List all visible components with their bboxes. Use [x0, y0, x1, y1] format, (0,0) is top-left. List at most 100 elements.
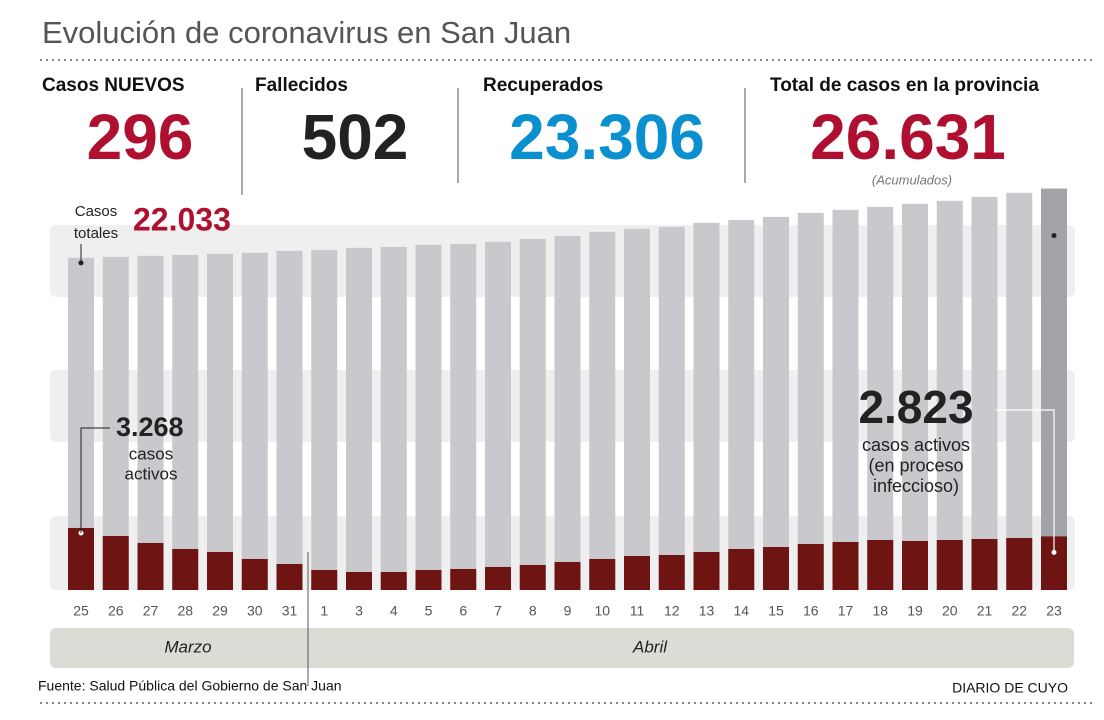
x-tick-label: 15	[768, 603, 784, 619]
bar	[450, 568, 477, 590]
x-tick-label: 10	[594, 603, 610, 619]
bar	[311, 249, 338, 591]
x-tick-label: 23	[1046, 603, 1062, 619]
bar	[137, 255, 164, 590]
bar	[1006, 192, 1033, 590]
leader-line	[80, 427, 110, 533]
bar	[693, 551, 720, 590]
month-label: Abril	[632, 637, 668, 656]
x-tick-label: 1	[320, 603, 328, 619]
bar	[971, 196, 998, 590]
x-tick-label: 9	[564, 603, 572, 619]
stat-value: 26.631	[810, 101, 1006, 173]
brand: DIARIO DE CUYO	[952, 680, 1068, 696]
bar	[311, 569, 338, 590]
bar	[867, 539, 894, 590]
bar	[450, 243, 477, 591]
annotation: infeccioso)	[873, 476, 959, 496]
bar	[693, 222, 720, 590]
bar	[971, 538, 998, 590]
bar	[241, 558, 268, 590]
x-tick-label: 13	[699, 603, 715, 619]
annotation: casos	[129, 444, 173, 463]
bar	[102, 535, 129, 590]
bar	[346, 571, 372, 590]
stat-value: 502	[302, 101, 409, 173]
x-tick-label: 19	[907, 603, 923, 619]
x-tick-label: 26	[108, 603, 124, 619]
x-tick-label: 30	[247, 603, 263, 619]
annotation: activos	[125, 464, 178, 483]
x-tick-label: 28	[177, 603, 193, 619]
bar	[68, 527, 94, 590]
bar	[867, 206, 894, 591]
bar	[832, 541, 859, 590]
x-tick-label: 25	[73, 603, 89, 619]
bar	[658, 226, 685, 591]
annotation-value: 22.033	[133, 201, 231, 237]
x-tick-label: 29	[212, 603, 228, 619]
bar	[380, 571, 407, 590]
bar	[658, 554, 685, 590]
bar	[624, 555, 650, 590]
overlay: Casos NUEVOS296Fallecidos502Recuperados2…	[38, 75, 1068, 696]
x-tick-label: 14	[733, 603, 749, 619]
stat-label: Fallecidos	[255, 75, 348, 96]
annotation-value: 2.823	[858, 381, 973, 433]
bar	[380, 246, 407, 591]
month-label: Marzo	[164, 637, 211, 656]
bar	[415, 569, 442, 590]
bar	[137, 542, 164, 590]
x-tick-label: 18	[872, 603, 888, 619]
bar	[763, 546, 789, 590]
stat-value: 23.306	[509, 101, 705, 173]
stat-label: Total de casos en la provincia	[770, 75, 1039, 96]
bar	[554, 235, 581, 590]
bar	[519, 564, 546, 590]
bar	[519, 238, 546, 590]
leader-line	[996, 409, 1055, 553]
x-tick-label: 5	[425, 603, 433, 619]
bar	[902, 540, 928, 590]
bar	[485, 241, 511, 591]
source: Fuente: Salud Pública del Gobierno de Sa…	[38, 678, 342, 694]
bars	[68, 188, 1067, 591]
x-tick-label: 8	[529, 603, 537, 619]
bar	[589, 558, 616, 590]
bar	[207, 551, 233, 590]
stat-label: Casos NUEVOS	[42, 75, 185, 96]
bar	[172, 254, 199, 590]
bar	[485, 566, 511, 590]
bar	[241, 252, 268, 590]
x-tick-label: 4	[390, 603, 398, 619]
bar	[102, 256, 129, 590]
bar	[589, 231, 616, 590]
x-tick-label: 21	[977, 603, 993, 619]
annotation: totales	[74, 225, 118, 242]
bar	[207, 253, 233, 590]
bar	[832, 209, 859, 590]
x-tick-label: 27	[143, 603, 159, 619]
annotation: Casos	[75, 203, 118, 220]
annotation: (en proceso	[868, 455, 963, 475]
bar	[276, 563, 303, 590]
x-tick-label: 22	[1011, 603, 1027, 619]
bar	[172, 548, 199, 590]
x-tick-label: 11	[630, 603, 645, 619]
x-tick-label: 16	[803, 603, 819, 619]
bar	[728, 548, 755, 590]
bar	[763, 216, 789, 590]
x-tick-label: 31	[282, 603, 298, 619]
x-tick-label: 20	[942, 603, 958, 619]
bar	[936, 200, 963, 591]
bar	[276, 250, 303, 590]
x-tick-label: 3	[355, 603, 363, 619]
x-tick-label: 12	[664, 603, 680, 619]
bar	[797, 212, 824, 590]
annotation: casos activos	[862, 435, 970, 455]
annotation-value: 3.268	[116, 412, 184, 442]
bar	[902, 203, 928, 591]
month-band	[50, 628, 1074, 668]
marker	[1051, 233, 1057, 239]
